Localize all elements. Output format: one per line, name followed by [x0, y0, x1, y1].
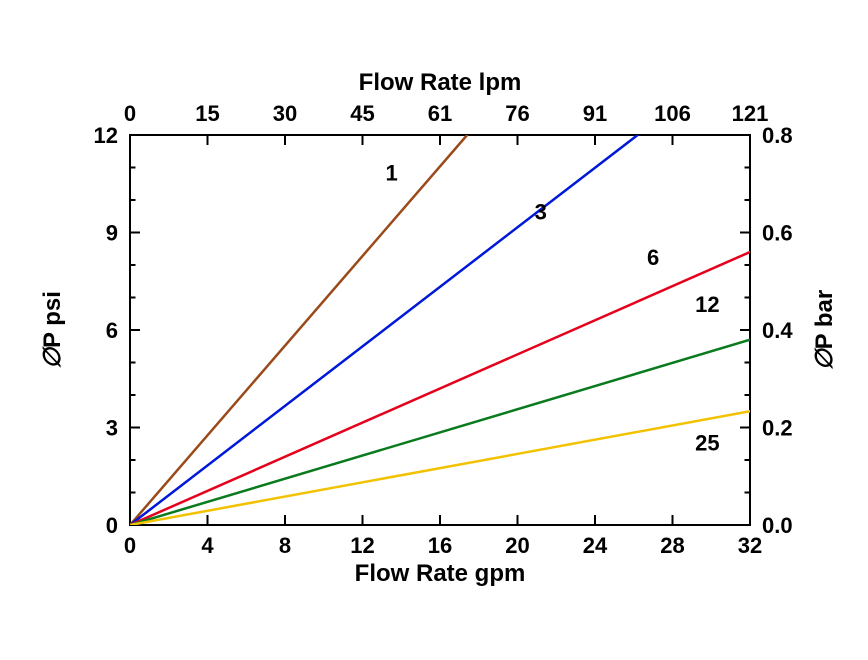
series-label: 25: [695, 430, 719, 455]
series-line: [130, 135, 467, 525]
x-top-tick-label: 0: [124, 101, 136, 126]
y-left-title: ∅P psi: [39, 291, 66, 369]
x-top-tick-label: 61: [428, 101, 452, 126]
x-bottom-tick-label: 16: [428, 533, 452, 558]
series-label: 12: [695, 292, 719, 317]
x-top-tick-label: 45: [350, 101, 374, 126]
x-bottom-tick-label: 4: [201, 533, 214, 558]
series-line: [130, 252, 750, 525]
x-top-title: Flow Rate lpm: [359, 69, 522, 96]
y-right-tick-label: 0.2: [762, 416, 793, 441]
x-top-tick-label: 30: [273, 101, 297, 126]
series-group: [130, 135, 750, 525]
x-bottom-tick-label: 32: [738, 533, 762, 558]
y-right-tick-label: 0.6: [762, 221, 793, 246]
x-bottom-tick-label: 0: [124, 533, 136, 558]
y-right-tick-label: 0.0: [762, 513, 793, 538]
y-left-tick-label: 9: [106, 221, 118, 246]
x-bottom-tick-label: 20: [505, 533, 529, 558]
series-label: 3: [535, 200, 547, 225]
y-right-title: ∅P bar: [811, 290, 838, 371]
y-right-tick-label: 0.4: [762, 318, 793, 343]
series-label: 6: [647, 245, 659, 270]
x-top-tick-label: 106: [654, 101, 691, 126]
y-left-tick-label: 6: [106, 318, 118, 343]
x-bottom-tick-label: 28: [660, 533, 684, 558]
x-bottom-title: Flow Rate gpm: [355, 560, 526, 587]
x-bottom-tick-label: 24: [583, 533, 608, 558]
series-line: [130, 411, 750, 525]
chart-svg: 0481216202428320153045617691106121036912…: [0, 0, 868, 660]
y-right-tick-label: 0.8: [762, 123, 793, 148]
x-top-tick-label: 15: [195, 101, 219, 126]
series-line: [130, 135, 638, 525]
pressure-flow-chart: 0481216202428320153045617691106121036912…: [0, 0, 868, 660]
x-bottom-tick-label: 8: [279, 533, 291, 558]
x-top-tick-label: 91: [583, 101, 607, 126]
y-left-tick-label: 0: [106, 513, 118, 538]
series-label: 1: [385, 161, 397, 186]
series-line: [130, 340, 750, 525]
plot-border: [130, 135, 750, 525]
x-bottom-tick-label: 12: [350, 533, 374, 558]
x-top-tick-label: 76: [505, 101, 529, 126]
y-left-tick-label: 12: [94, 123, 118, 148]
y-left-tick-label: 3: [106, 416, 118, 441]
